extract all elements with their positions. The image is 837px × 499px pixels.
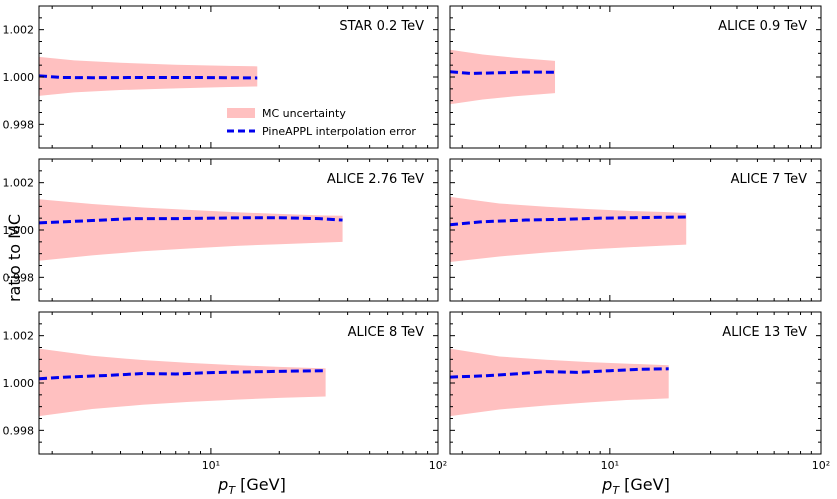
y-tick-label: 0.998 — [3, 118, 35, 131]
y-tick-label: 1.000 — [3, 224, 35, 237]
panel-title: ALICE 0.9 TeV — [718, 19, 807, 34]
interpolation-error-line — [450, 70, 556, 75]
y-axis-label: ratio to MC — [5, 214, 24, 302]
interpolation-error-line — [39, 216, 343, 225]
panel-4: ALICE 7 TeV — [449, 158, 822, 302]
x-axis-label-right-sub: T — [612, 484, 620, 497]
legend-band-swatch — [227, 108, 255, 118]
x-tick-label: 10² — [812, 459, 830, 472]
x-axis-label-left-main: p — [217, 475, 228, 494]
panel-6: 10¹ 10² ALICE 13 TeV — [449, 311, 830, 472]
panel-1: 0.998 1.000 1.002 STAR 0.2 TeV — [3, 5, 439, 149]
x-axis-label-left-sub: T — [228, 484, 236, 497]
x-tick-label: 10¹ — [202, 459, 220, 472]
mc-uncertainty-band — [39, 348, 326, 417]
interpolation-error-line — [39, 74, 258, 80]
y-tick-label: 0.998 — [3, 271, 35, 284]
legend-band-label: MC uncertainty — [262, 107, 346, 120]
x-tick-label: 10² — [429, 459, 447, 472]
panel-title: ALICE 13 TeV — [722, 325, 807, 340]
x-axis-label-left: pT [GeV] — [217, 475, 286, 497]
y-tick-label: 1.002 — [3, 330, 35, 343]
panel-3: 0.998 1.000 1.002 ALICE 2.76 TeV — [3, 158, 439, 302]
x-axis-label-right: pT [GeV] — [601, 475, 670, 497]
y-tick-label: 1.002 — [3, 177, 35, 190]
x-axis-label-left-unit: [GeV] — [235, 475, 286, 494]
panel-2: ALICE 0.9 TeV — [449, 5, 822, 149]
mc-uncertainty-band — [39, 199, 343, 261]
legend: MC uncertainty PineAPPL interpolation er… — [227, 107, 416, 138]
panel-5: 0.998 1.000 1.002 10¹ 10² ALICE 8 TeV — [3, 311, 447, 472]
panel-title: ALICE 2.76 TeV — [327, 172, 424, 187]
interpolation-error-line — [450, 215, 687, 227]
x-axis-label-right-main: p — [601, 475, 612, 494]
mc-uncertainty-band — [450, 49, 556, 105]
panel-title: ALICE 8 TeV — [348, 325, 425, 340]
y-tick-label: 1.000 — [3, 71, 35, 84]
x-axis-label-right-unit: [GeV] — [619, 475, 670, 494]
mc-uncertainty-band — [450, 348, 669, 417]
panels-group: 0.998 1.000 1.002 STAR 0.2 TeV ALICE 0.9 TeV… — [3, 5, 830, 472]
y-tick-label: 0.998 — [3, 424, 35, 437]
y-tick-label: 1.002 — [3, 24, 35, 37]
interpolation-error-line — [39, 369, 326, 381]
x-tick-label: 10¹ — [601, 459, 619, 472]
interpolation-error-line — [450, 367, 669, 379]
legend-line-label: PineAPPL interpolation error — [262, 125, 416, 138]
panel-title: STAR 0.2 TeV — [339, 19, 424, 34]
mc-uncertainty-band — [450, 196, 687, 262]
y-tick-label: 1.000 — [3, 377, 35, 390]
panel-title: ALICE 7 TeV — [731, 172, 808, 187]
